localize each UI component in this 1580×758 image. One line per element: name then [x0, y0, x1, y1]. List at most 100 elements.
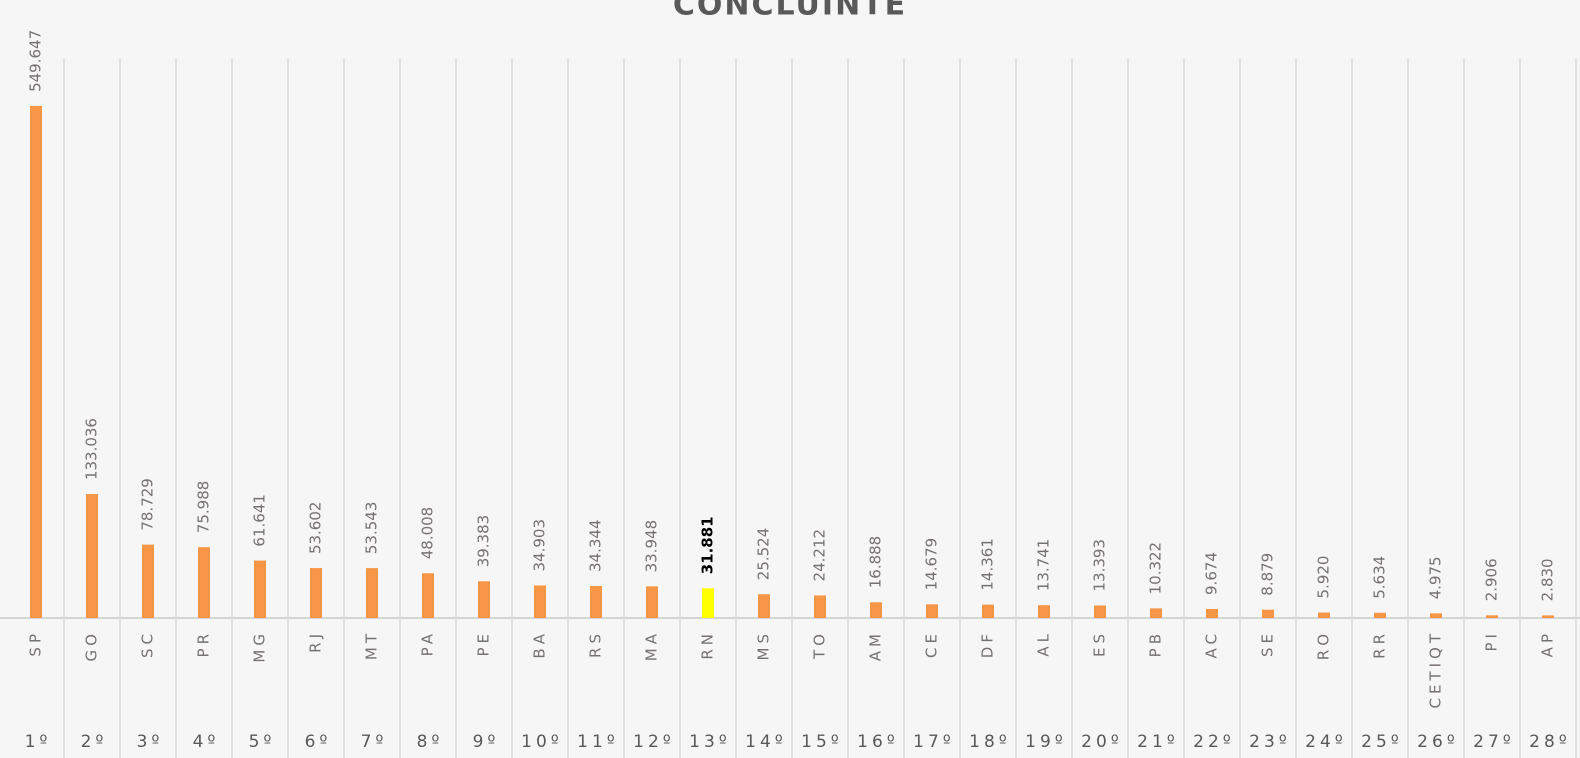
x-tick-label: AL	[1035, 630, 1053, 657]
bar	[1374, 612, 1386, 618]
bar	[1542, 615, 1554, 618]
rank-label: 27º	[1473, 732, 1515, 752]
x-tick-label: CETIQT	[1427, 630, 1445, 709]
rank-label: 6º	[305, 732, 332, 752]
value-label: 24.212	[811, 529, 829, 582]
bar	[30, 105, 42, 618]
rank-label: 13º	[689, 732, 731, 752]
x-tick-label: MG	[251, 630, 269, 663]
value-label: 61.641	[251, 494, 269, 547]
rank-label: 18º	[969, 732, 1011, 752]
rank-label: 24º	[1305, 732, 1347, 752]
x-tick-label: PR	[195, 630, 213, 657]
rank-label: 21º	[1137, 732, 1179, 752]
value-label: 10.322	[1147, 542, 1165, 595]
bar	[646, 586, 658, 618]
x-tick-label: SE	[1259, 630, 1277, 657]
bar	[758, 594, 770, 618]
bar	[1430, 613, 1442, 618]
bar	[1262, 609, 1274, 618]
value-label: 25.524	[755, 528, 773, 581]
bar	[478, 581, 490, 618]
bar	[1486, 615, 1498, 618]
rank-label: 7º	[361, 732, 388, 752]
value-label: 14.679	[923, 538, 941, 591]
rank-label: 8º	[417, 732, 444, 752]
x-tick-label: MT	[363, 630, 381, 660]
rank-label: 22º	[1193, 732, 1235, 752]
rank-label: 23º	[1249, 732, 1291, 752]
bar	[1094, 605, 1106, 618]
value-label: 48.008	[419, 507, 437, 560]
value-label: 14.361	[979, 538, 997, 591]
rank-label: 28º	[1529, 732, 1571, 752]
bar	[1318, 612, 1330, 618]
value-label: 53.602	[307, 502, 325, 555]
x-tick-label: AM	[867, 630, 885, 661]
bar	[198, 547, 210, 618]
x-tick-label: RS	[587, 630, 605, 658]
value-label: 31.881	[699, 516, 717, 574]
x-tick-label: RJ	[307, 630, 325, 653]
x-tick-label: GO	[83, 630, 101, 661]
bar	[590, 586, 602, 618]
rank-label: 19º	[1025, 732, 1067, 752]
value-label: 53.543	[363, 502, 381, 555]
rank-label: 11º	[577, 732, 619, 752]
x-tick-label: BA	[531, 630, 549, 659]
rank-label: 10º	[521, 732, 563, 752]
bar	[86, 494, 98, 618]
value-label: 5.920	[1315, 556, 1333, 599]
value-label: 75.988	[195, 481, 213, 534]
rank-label: 20º	[1081, 732, 1123, 752]
rank-label: 26º	[1417, 732, 1459, 752]
value-label: 78.729	[139, 478, 157, 531]
value-label: 2.830	[1539, 558, 1557, 601]
rank-label: 4º	[193, 732, 220, 752]
bar	[254, 560, 266, 618]
x-tick-label: ES	[1091, 630, 1109, 657]
rank-label: 12º	[633, 732, 675, 752]
value-label: 8.879	[1259, 553, 1277, 596]
x-tick-label: MS	[755, 630, 773, 660]
x-tick-label: DF	[979, 630, 997, 658]
rank-label: 3º	[137, 732, 164, 752]
rank-label: 15º	[801, 732, 843, 752]
value-label: 5.634	[1371, 556, 1389, 599]
x-tick-label: PE	[475, 630, 493, 657]
bar	[422, 573, 434, 618]
bar	[870, 602, 882, 618]
x-tick-label: RO	[1315, 630, 1333, 660]
bar	[1206, 608, 1218, 618]
rank-label: 2º	[81, 732, 108, 752]
value-label: 549.647	[27, 30, 45, 92]
value-label: 39.383	[475, 515, 493, 568]
bar	[982, 604, 994, 618]
rank-label: 14º	[745, 732, 787, 752]
chart-title: CONCLUINTE	[673, 0, 907, 23]
x-tick-label: SC	[139, 630, 157, 658]
x-tick-label: TO	[811, 630, 829, 660]
value-label: 9.674	[1203, 552, 1221, 595]
x-tick-label: RN	[699, 630, 717, 660]
value-label: 133.036	[83, 418, 101, 480]
value-label: 4.975	[1427, 556, 1445, 599]
rank-label: 9º	[473, 732, 500, 752]
rank-label: 17º	[913, 732, 955, 752]
bar	[1038, 605, 1050, 618]
bar	[366, 568, 378, 618]
rank-label: 1º	[25, 732, 52, 752]
value-label: 34.903	[531, 519, 549, 572]
bar	[814, 595, 826, 618]
value-label: 13.741	[1035, 539, 1053, 592]
rank-label: 16º	[857, 732, 899, 752]
x-tick-label: AC	[1203, 630, 1221, 658]
x-tick-label: PI	[1483, 630, 1501, 651]
x-tick-label: MA	[643, 630, 661, 661]
value-label: 16.888	[867, 536, 885, 589]
value-label: 34.344	[587, 520, 605, 573]
x-tick-label: CE	[923, 630, 941, 658]
x-tick-label: SP	[27, 630, 45, 657]
